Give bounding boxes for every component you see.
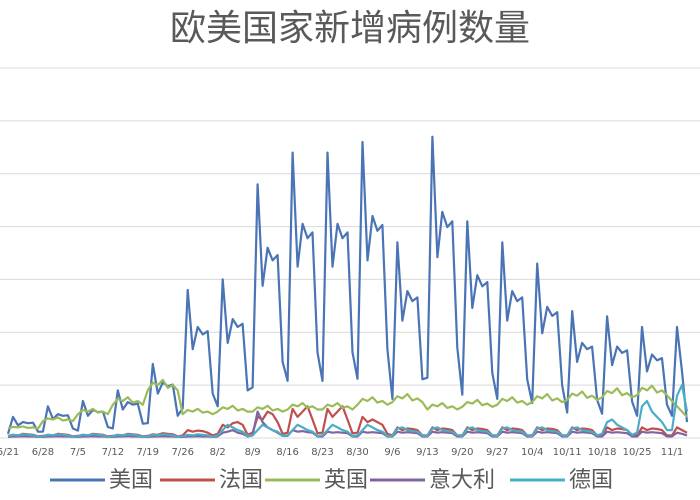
x-tick-label: 8/23 [311,447,333,458]
x-tick-label: 10/4 [521,447,543,458]
x-tick-label: 7/19 [137,447,159,458]
x-tick-label: 10/11 [553,447,582,458]
legend-label: 意大利 [429,468,495,493]
x-tick-label: 9/13 [416,447,438,458]
legend-label: 德国 [569,468,613,493]
x-tick-label: 7/12 [102,447,124,458]
series-line [7,378,688,430]
legend-label: 英国 [324,468,368,493]
x-tick-label: 8/2 [210,447,226,458]
legend-label: 法国 [219,468,263,493]
x-tick-label: 6/21 [0,447,19,458]
x-tick-label: 10/25 [623,447,652,458]
x-tick-label: 9/27 [486,447,508,458]
x-tick-label: 8/30 [346,447,368,458]
x-tick-label: 9/6 [384,447,400,458]
x-tick-label: 8/16 [276,447,298,458]
x-tick-label: 9/20 [451,447,473,458]
x-tick-label: 6/28 [32,447,54,458]
x-tick-label: 11/1 [661,447,683,458]
chart-title: 欧美国家新增病例数量 [170,8,530,49]
x-tick-label: 8/9 [245,447,261,458]
series-line [7,410,688,438]
x-tick-label: 7/5 [70,447,86,458]
legend-label: 美国 [109,468,153,493]
series-line [6,135,689,435]
x-tick-label: 7/26 [172,447,194,458]
series-line [7,384,689,438]
x-tick-label: 10/18 [588,447,617,458]
